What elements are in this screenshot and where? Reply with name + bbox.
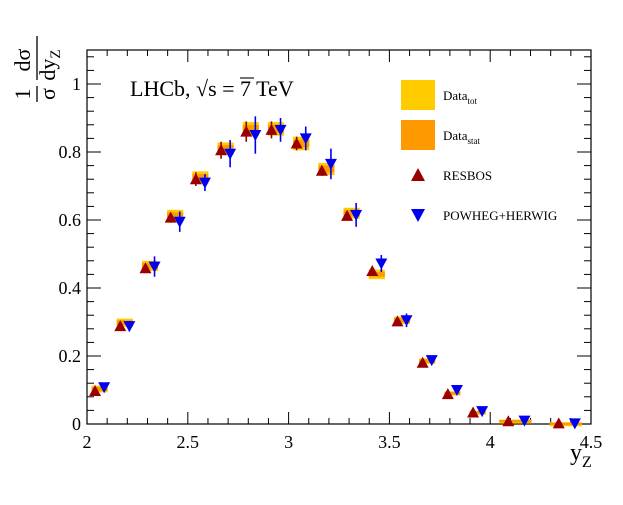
resbos-point [341, 209, 354, 221]
data-stat-box [141, 263, 159, 269]
y-tick-label: 0.8 [59, 142, 82, 162]
legend-marker-resbos [411, 168, 425, 181]
data-stat-box [343, 210, 360, 217]
resbos-point [290, 137, 303, 149]
legend: Datatot Datastat RESBOS POWHEG+HERWIG [401, 80, 557, 223]
resbos-point [416, 356, 429, 368]
powheg-point [249, 130, 262, 141]
lhcb-annotation: LHCb, √s = 7 TeV [130, 76, 294, 101]
data-stat-box [444, 392, 461, 395]
resbos-point [391, 315, 404, 327]
data-stat-box [242, 125, 259, 133]
powheg-point [324, 158, 337, 170]
powheg-point [123, 321, 136, 333]
y-title-frac1-den: σ [35, 88, 60, 100]
x-tick-label: 4 [486, 432, 495, 452]
legend-label-resbos: RESBOS [443, 168, 492, 183]
x-tick-label: 2 [83, 432, 92, 452]
powheg-point [518, 415, 531, 427]
y-tick-label: 0.4 [59, 278, 82, 298]
legend-label-data-stat: Datastat [443, 128, 481, 146]
y-axis-title: 1 σ dσ dyZ [10, 36, 64, 102]
data-stat-box [192, 174, 209, 181]
data-stat-box [293, 139, 310, 148]
powheg-point [173, 216, 186, 228]
x-axis-title: yZ [570, 440, 592, 471]
data-stat-box [549, 422, 582, 425]
y-title-frac1-num: 1 [10, 89, 35, 100]
resbos-point [315, 164, 328, 176]
powheg-point [274, 124, 287, 136]
resbos-point [240, 125, 253, 137]
resbos-point [114, 320, 127, 332]
resbos-point [189, 173, 202, 185]
legend-marker-powheg [411, 209, 425, 222]
powheg-point [476, 406, 489, 418]
plot-frame [86, 49, 592, 425]
resbos-point [89, 385, 102, 397]
powheg-point [450, 385, 463, 396]
legend-swatch-data-stat [401, 120, 435, 150]
powheg-point [375, 258, 388, 270]
powheg-point [425, 355, 438, 367]
data-stat-box [217, 145, 234, 152]
resbos-point [265, 123, 278, 135]
resbos-point [366, 265, 379, 276]
y-tick-label: 0.2 [59, 346, 82, 366]
y-tick-label: 1 [72, 74, 81, 94]
data-stat-box [393, 318, 411, 323]
data-stat-box [167, 212, 184, 220]
y-tick-label: 0 [72, 414, 81, 434]
powheg-point [98, 382, 111, 394]
y-tick-label: 0.6 [59, 210, 82, 230]
data-stat-box [499, 419, 532, 423]
x-tick-label: 3.5 [378, 432, 401, 452]
x-tick-label: 4.5 [580, 432, 603, 452]
y-title-frac2-num: dσ [10, 48, 35, 71]
powheg-point [299, 133, 312, 145]
legend-label-data-tot: Datatot [443, 88, 478, 106]
resbos-point [215, 144, 228, 156]
data-stat-box [91, 386, 108, 392]
resbos-point [467, 406, 480, 418]
data-stat-box [267, 125, 285, 133]
legend-label-powheg: POWHEG+HERWIG [443, 208, 557, 223]
powheg-point [350, 209, 363, 221]
resbos-point [139, 262, 152, 274]
data-stat-box [419, 359, 436, 363]
plot-area: 2 2.5 3 3.5 4 4.5 0 0.2 0.4 0.6 0.8 1 [59, 49, 603, 452]
y-title-frac2-den: dyZ [35, 49, 64, 80]
powheg-point [568, 418, 581, 430]
x-tick-label: 2.5 [177, 432, 200, 452]
powheg-point [400, 315, 413, 327]
resbos-point [164, 211, 177, 223]
x-tick-label: 3 [284, 432, 293, 452]
resbos-point [552, 417, 565, 429]
powheg-point [224, 148, 237, 160]
sqrt-s-label: √s [196, 76, 217, 101]
resbos-point [502, 415, 515, 427]
resbos-point [441, 388, 454, 400]
data-stat-box [318, 165, 335, 173]
powheg-point [148, 261, 161, 273]
powheg-point [198, 177, 211, 189]
legend-swatch-data-tot [401, 80, 435, 110]
data-stat-box [469, 411, 486, 414]
